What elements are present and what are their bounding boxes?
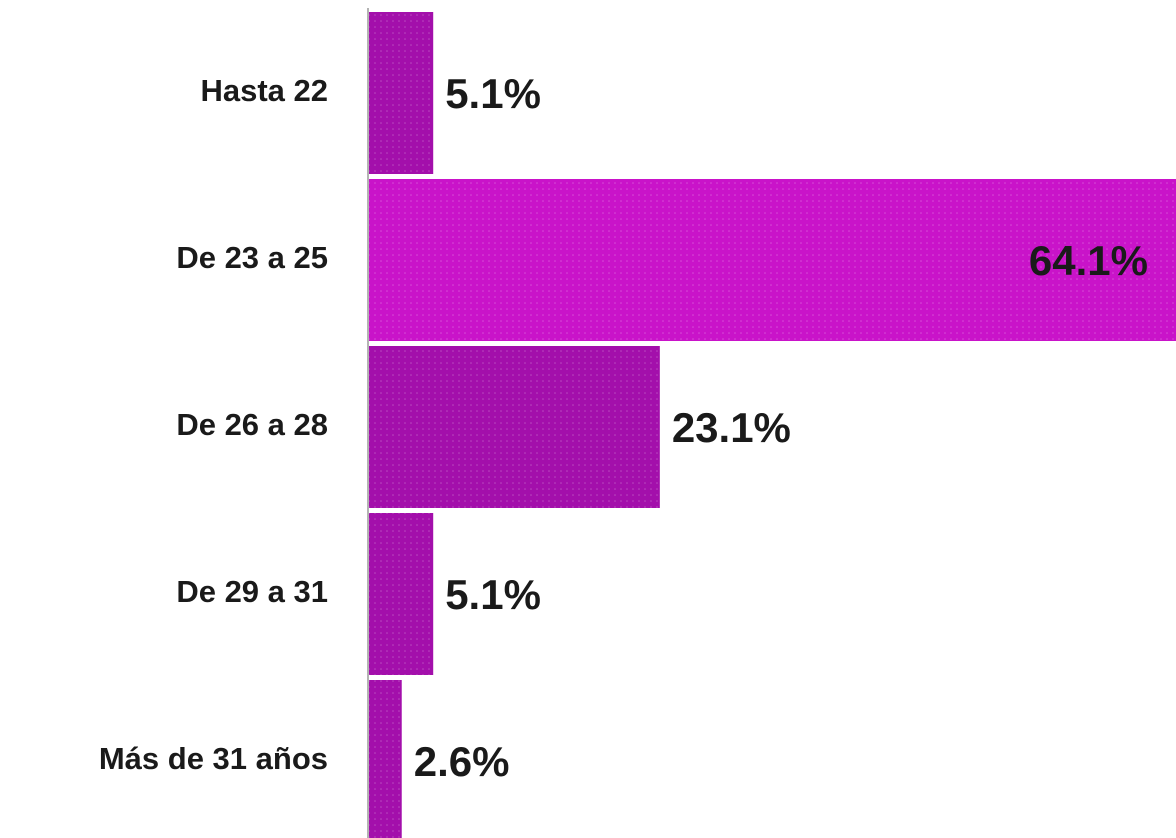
category-label: De 26 a 28 (176, 407, 328, 442)
category-label: De 23 a 25 (176, 240, 328, 275)
bar-texture (369, 12, 434, 174)
category-label: Más de 31 años (99, 741, 328, 776)
value-label: 5.1% (445, 70, 541, 117)
bar-texture (369, 179, 1176, 341)
value-label: 5.1% (445, 571, 541, 618)
category-label: De 29 a 31 (176, 574, 328, 609)
value-label: 23.1% (672, 404, 791, 451)
bar-texture (369, 513, 434, 675)
value-label: 2.6% (414, 738, 510, 785)
category-label: Hasta 22 (200, 73, 328, 108)
bar-texture (369, 346, 660, 508)
bar-texture (369, 680, 402, 838)
value-label: 64.1% (1029, 237, 1148, 284)
